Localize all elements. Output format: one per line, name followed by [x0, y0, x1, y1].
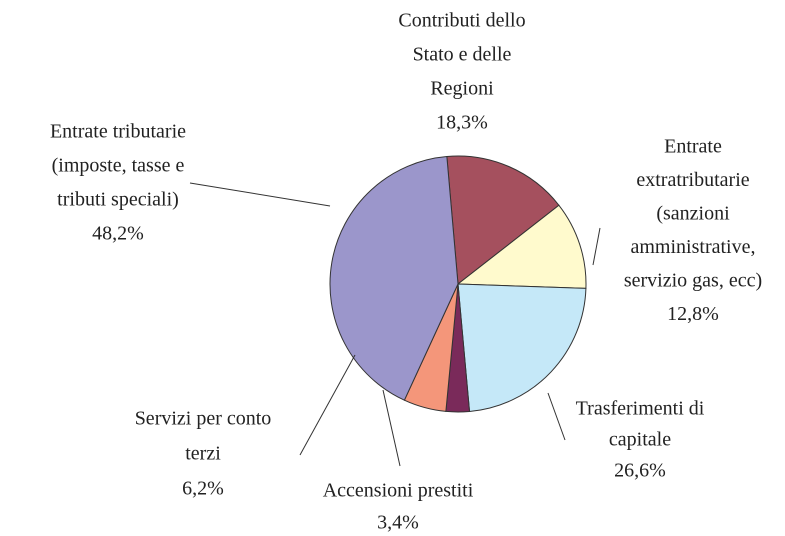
leader-line — [299, 354, 356, 456]
slice-label: (sanzioni — [656, 203, 730, 225]
slice-label: capitale — [609, 429, 671, 451]
pie-slice — [456, 204, 587, 289]
value-label: 18,3% — [436, 112, 488, 134]
slice-label: Regioni — [430, 78, 494, 100]
slice-label: tributi speciali) — [57, 189, 179, 211]
slice-label: terzi — [185, 443, 221, 465]
leader-line — [382, 389, 401, 467]
pie-slice — [457, 283, 587, 413]
leader-line — [189, 182, 331, 207]
value-label: 6,2% — [182, 478, 224, 500]
slice-label: Entrate tributarie — [50, 121, 186, 143]
pie-slice — [446, 155, 560, 285]
slice-label: extratributarie — [636, 169, 749, 191]
slice-label: amministrative, — [631, 236, 756, 258]
slice-label: Servizi per conto — [135, 408, 272, 430]
value-label: 3,4% — [377, 512, 419, 534]
leader-line — [547, 392, 566, 441]
value-label: 26,6% — [614, 460, 666, 482]
slice-label: Trasferimenti di — [576, 398, 705, 420]
value-label: 48,2% — [92, 223, 144, 245]
slice-label: Entrate — [664, 136, 722, 158]
slice-label: Accensioni prestiti — [323, 480, 474, 502]
leader-line — [592, 227, 601, 266]
slice-label: Contributi dello — [398, 10, 525, 32]
slice-label: servizio gas, ecc) — [624, 270, 762, 292]
pie-slice — [329, 155, 459, 401]
slice-label: (imposte, tasse e — [52, 155, 185, 177]
value-label: 12,8% — [667, 303, 719, 325]
slice-label: Stato e delle — [413, 44, 512, 66]
